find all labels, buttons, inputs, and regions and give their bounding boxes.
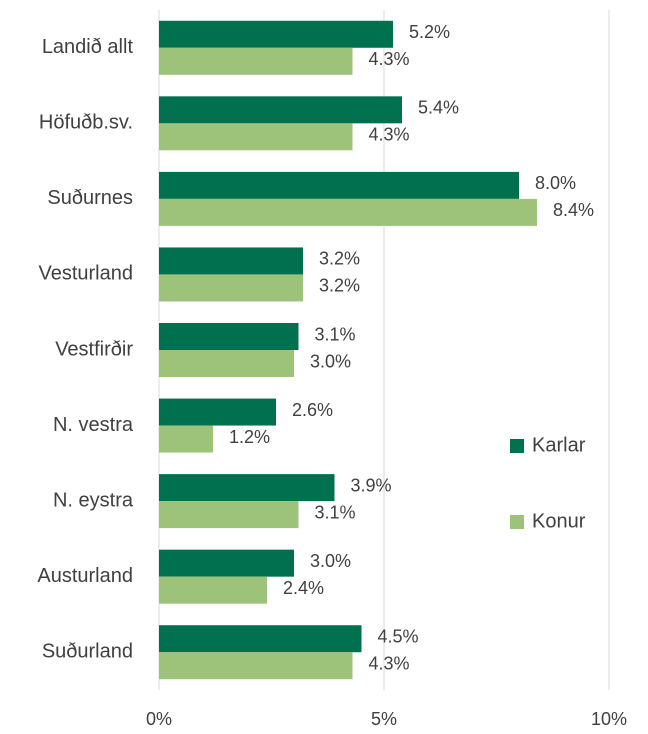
value-label: 5.2% [409,22,450,42]
x-tick-label: 10% [591,709,627,729]
value-label: 3.9% [351,475,392,495]
legend-swatch [510,515,524,529]
value-label: 2.6% [292,400,333,420]
value-label: 3.0% [310,351,351,371]
category-label: N. eystra [53,489,134,511]
value-label: 8.4% [553,200,594,220]
value-label: 4.3% [369,653,410,673]
legend-label: Karlar [532,434,586,456]
x-tick-label: 5% [371,709,397,729]
category-label: N. vestra [53,414,134,436]
value-label: 3.2% [319,249,360,269]
category-label: Landið allt [42,36,134,58]
bar [159,323,299,350]
bar [159,652,353,680]
value-label: 8.0% [535,173,576,193]
bar [159,247,303,275]
category-label: Austurland [37,565,133,587]
bar [159,576,267,604]
value-label: 2.4% [283,578,324,598]
bar [159,47,353,75]
category-label: Vestfirðir [55,338,133,360]
bar [159,96,402,124]
value-label: 4.3% [369,125,410,145]
bar [159,171,519,199]
category-label: Vesturland [38,263,133,285]
value-label: 3.2% [319,276,360,296]
bar [159,625,362,653]
bar [159,350,294,377]
bar [159,123,353,151]
legend-swatch [510,439,524,453]
bar [159,20,393,48]
bar [159,501,299,529]
value-label: 5.4% [418,98,459,118]
bar [159,274,303,302]
bar [159,474,335,502]
value-label: 4.5% [378,626,419,646]
category-label: Suðurnes [47,187,133,209]
bar [159,198,537,226]
value-label: 4.3% [369,49,410,69]
x-tick-label: 0% [146,709,172,729]
legend-label: Konur [532,510,586,532]
bar [159,549,294,577]
value-label: 3.0% [310,551,351,571]
category-label: Höfuðb.sv. [39,112,133,134]
bar [159,425,213,453]
value-label: 3.1% [315,324,356,344]
value-label: 1.2% [229,427,270,447]
bar [159,398,276,426]
category-label: Suðurland [42,641,133,663]
value-label: 3.1% [315,502,356,522]
